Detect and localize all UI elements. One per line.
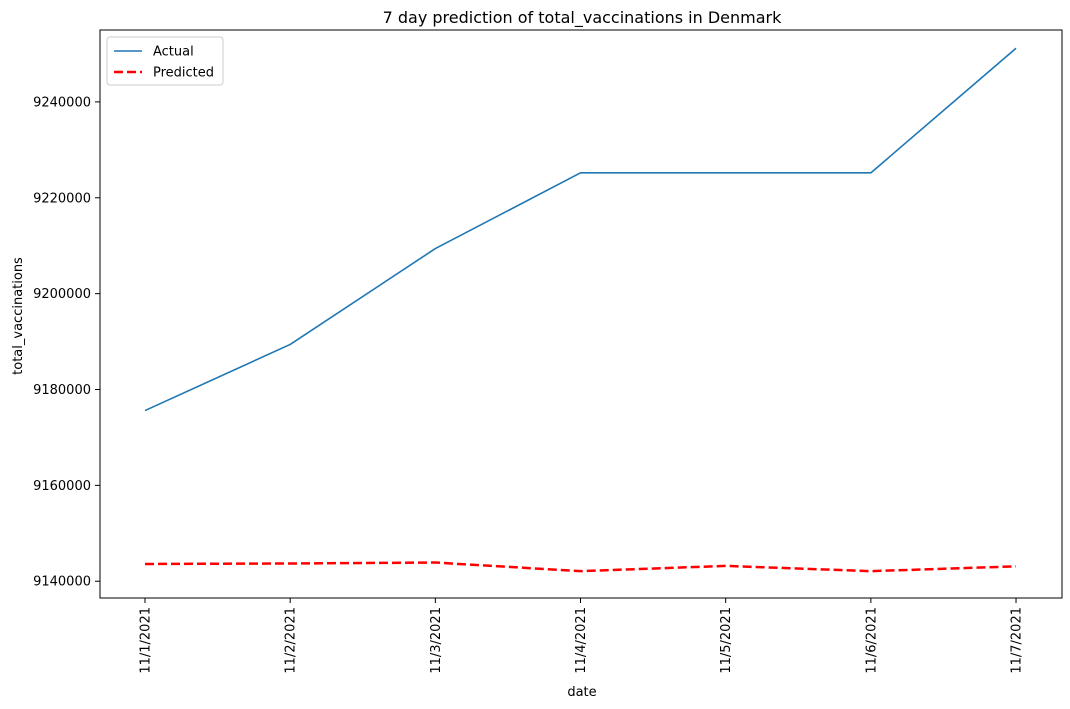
x-tick-label: 11/2/2021 <box>284 607 299 674</box>
y-axis: 9140000 9160000 9180000 9200000 9220000 92400… <box>33 95 100 590</box>
y-tick-label: 9240000 <box>33 95 91 110</box>
legend-label-actual: Actual <box>153 45 194 60</box>
y-tick-label: 9220000 <box>33 191 91 206</box>
chart-title: 7 day prediction of total_vaccinations i… <box>383 8 783 28</box>
y-axis-title: total_vaccinations <box>11 257 26 375</box>
series-line-predicted <box>144 561 1017 573</box>
y-tick-label: 9160000 <box>33 479 91 494</box>
x-tick-label: 11/3/2021 <box>429 607 444 674</box>
series-line-actual <box>144 47 1017 412</box>
plot-area <box>99 29 1063 599</box>
legend-label-predicted: Predicted <box>153 66 214 81</box>
x-axis: 11/1/2021 11/2/2021 11/3/2021 11/4/2021 11/5… <box>139 598 1025 674</box>
x-axis-title: date <box>567 685 596 700</box>
x-tick-label: 11/5/2021 <box>719 607 734 674</box>
x-tick-label: 11/4/2021 <box>574 607 589 674</box>
x-tick-label: 11/6/2021 <box>864 607 879 674</box>
series-layer <box>144 47 1017 573</box>
y-tick-label: 9200000 <box>33 287 91 302</box>
y-tick-label: 9180000 <box>33 383 91 398</box>
legend: Actual Predicted <box>106 36 224 86</box>
x-tick-label: 11/1/2021 <box>139 607 154 674</box>
x-tick-label: 11/7/2021 <box>1010 607 1025 674</box>
y-tick-label: 9140000 <box>33 575 91 590</box>
